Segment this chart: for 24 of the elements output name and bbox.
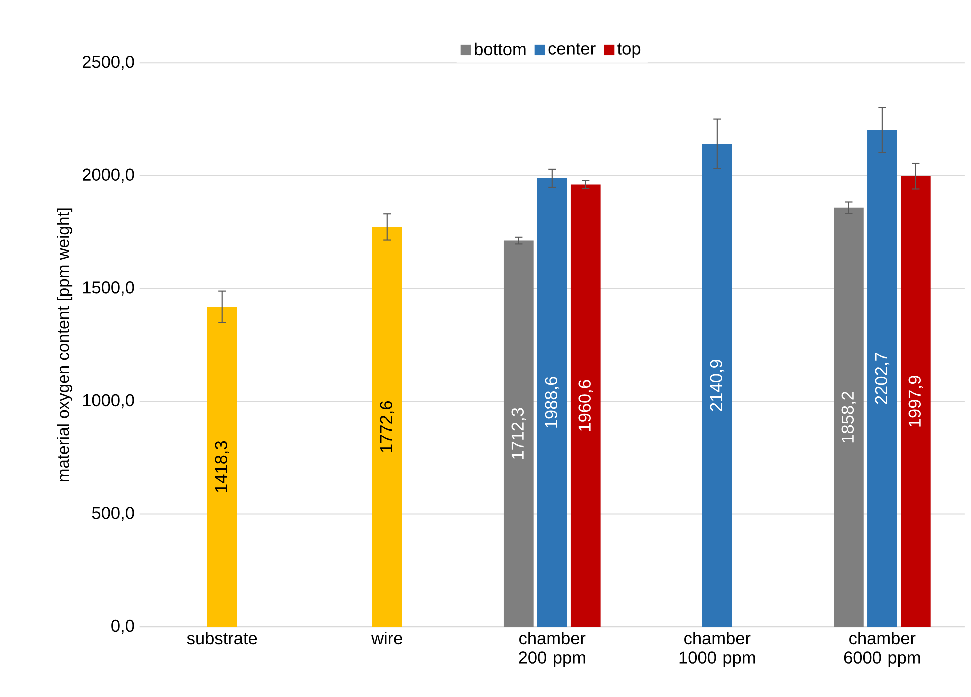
data-label: 1988,6 [545,377,560,428]
x-tick-label: substrate [187,632,258,645]
legend-label: center [548,44,596,55]
data-label: 1712,3 [512,408,526,460]
y-tick-label: 0,0 [112,620,134,634]
legend-label: bottom [475,42,526,56]
y-tick-label: 1000,0 [83,394,134,409]
data-label: 1772,6 [380,401,395,452]
x-tick-label: chamber 6000 ppm [844,632,920,668]
y-axis-title: material oxygen content [ppm weight] [57,208,73,482]
y-tick-label: 2000,0 [82,168,134,184]
y-tick-label: 1500,0 [83,282,134,296]
y-tick-label: 500,0 [92,507,134,522]
legend-label: top [618,44,641,58]
y-tick-label: 2500,0 [82,56,134,70]
data-label: 1418,3 [215,441,230,492]
x-tick-label: wire [372,632,402,645]
data-label: 1960,6 [578,380,594,432]
x-tick-label: chamber 1000 ppm [680,632,756,668]
x-tick-label: chamber 200 ppm [519,632,586,668]
data-label: 1858,2 [842,392,856,443]
data-label: 1997,9 [908,376,924,427]
data-label: 2140,9 [710,360,725,412]
data-label: 2202,7 [875,353,890,404]
